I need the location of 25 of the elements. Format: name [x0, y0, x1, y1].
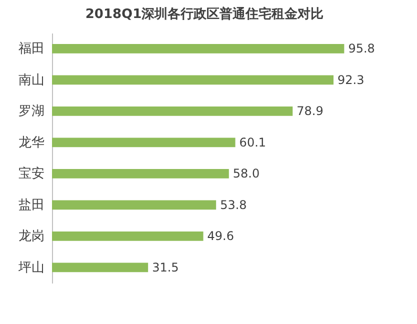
bar	[52, 262, 148, 272]
y-tick-label: 南山	[18, 72, 44, 88]
data-label: 92.3	[338, 72, 364, 87]
bar	[52, 106, 293, 116]
y-tick-label: 坪山	[18, 260, 44, 276]
data-label: 78.9	[296, 104, 324, 118]
data-label: 58.0	[232, 166, 260, 181]
y-tick-label: 盐田	[18, 198, 44, 213]
bar	[52, 75, 334, 85]
bar	[52, 168, 229, 178]
data-label: 31.5	[152, 260, 179, 274]
data-label: 53.8	[220, 198, 247, 212]
bar	[52, 138, 236, 148]
y-tick-label: 宝安	[18, 166, 44, 182]
bar	[52, 44, 344, 54]
bar	[52, 200, 216, 210]
y-tick-label: 福田	[18, 42, 44, 57]
y-tick-label: 龙岗	[18, 229, 44, 244]
y-tick-label: 罗湖	[18, 104, 44, 120]
y-tick-label: 龙华	[18, 135, 44, 150]
data-label: 60.1	[239, 135, 266, 150]
bar	[52, 231, 204, 241]
data-label: 49.6	[207, 229, 234, 244]
data-label: 95.8	[348, 42, 375, 56]
chart-title: 2018Q1深圳各行政区普通住宅租金对比	[85, 6, 324, 22]
